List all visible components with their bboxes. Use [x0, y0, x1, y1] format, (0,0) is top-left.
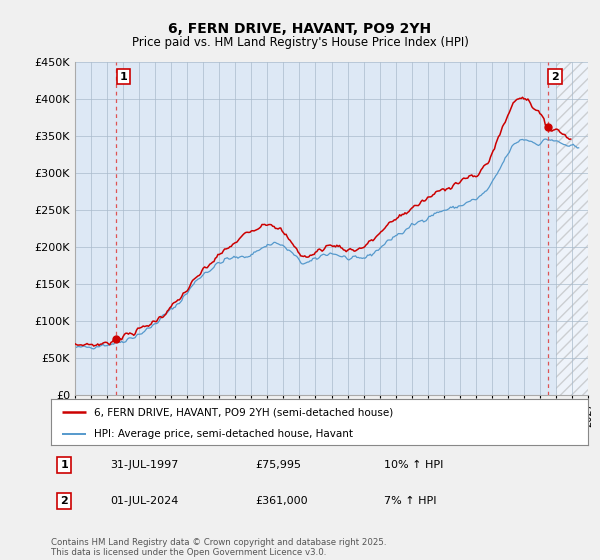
Text: 6, FERN DRIVE, HAVANT, PO9 2YH: 6, FERN DRIVE, HAVANT, PO9 2YH: [169, 22, 431, 36]
Text: HPI: Average price, semi-detached house, Havant: HPI: Average price, semi-detached house,…: [94, 429, 353, 438]
Text: Price paid vs. HM Land Registry's House Price Index (HPI): Price paid vs. HM Land Registry's House …: [131, 36, 469, 49]
Bar: [556, 62, 588, 395]
Text: 1: 1: [61, 460, 68, 470]
Text: 2: 2: [551, 72, 559, 82]
Text: £75,995: £75,995: [255, 460, 301, 470]
Text: 31-JUL-1997: 31-JUL-1997: [110, 460, 178, 470]
Text: 1: 1: [119, 72, 127, 82]
Text: 2: 2: [61, 496, 68, 506]
Text: Contains HM Land Registry data © Crown copyright and database right 2025.
This d: Contains HM Land Registry data © Crown c…: [51, 538, 386, 557]
Text: £361,000: £361,000: [255, 496, 308, 506]
Text: 01-JUL-2024: 01-JUL-2024: [110, 496, 178, 506]
Text: 10% ↑ HPI: 10% ↑ HPI: [384, 460, 443, 470]
Text: 6, FERN DRIVE, HAVANT, PO9 2YH (semi-detached house): 6, FERN DRIVE, HAVANT, PO9 2YH (semi-det…: [94, 407, 393, 417]
Text: 7% ↑ HPI: 7% ↑ HPI: [384, 496, 436, 506]
